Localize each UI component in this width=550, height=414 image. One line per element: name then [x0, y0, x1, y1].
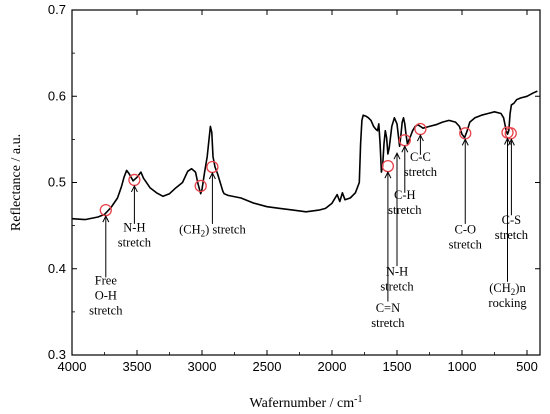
- annotation-label: (CH2) stretch: [179, 222, 246, 238]
- annotation-label: stretch: [380, 280, 414, 294]
- x-tick-label: 2500: [253, 359, 282, 374]
- peak-markers: [99, 122, 517, 217]
- annotation-label: O-H: [95, 288, 117, 302]
- annotation-label: C-O: [454, 222, 476, 236]
- peak-marker: [414, 122, 427, 136]
- annotation-label: Free: [95, 273, 118, 287]
- peak-marker: [381, 159, 395, 173]
- annotation-arrowhead: [208, 171, 216, 180]
- annotation-arrowhead: [401, 145, 409, 153]
- peak-marker: [194, 179, 207, 193]
- annotation-arrowhead: [130, 184, 138, 193]
- annotation-arrowhead: [507, 138, 515, 146]
- annotation-label: stretch: [449, 237, 483, 251]
- axes: 4000 3500 3000 2500 2000 1500 1000 500 0.3 0.4 0.5…: [9, 2, 541, 411]
- annotation-arrowhead: [393, 152, 401, 160]
- annotation-arrowhead: [461, 138, 469, 146]
- x-tick-label: 3500: [123, 359, 152, 374]
- annotation-label: stretch: [495, 228, 529, 242]
- annotation-label: C-C: [410, 150, 431, 164]
- annotation-label: stretch: [404, 165, 438, 179]
- y-tick-label: 0.4: [48, 261, 66, 276]
- x-tick-label: 500: [516, 359, 538, 374]
- annotation-arrowhead: [384, 171, 392, 179]
- x-axis-title: Wafernumber / cm-1: [250, 394, 363, 411]
- annotation-label: N-H: [123, 221, 145, 235]
- x-tick-label: 1000: [448, 359, 477, 374]
- x-tick-label: 2000: [318, 359, 347, 374]
- x-axis-title-superscript: -1: [354, 394, 362, 405]
- y-tick-label: 0.3: [48, 347, 66, 362]
- x-tick-label: 3000: [188, 359, 217, 374]
- annotation-arrowhead: [102, 215, 110, 223]
- annotation-label: stretch: [371, 316, 405, 330]
- annotation-label: stretch: [118, 236, 152, 250]
- annotation-label: N-H: [386, 265, 408, 279]
- annotation-label: stretch: [89, 303, 123, 317]
- y-tick-label: 0.6: [48, 88, 66, 103]
- y-tick-label: 0.5: [48, 175, 66, 190]
- spectrum-series: [71, 90, 538, 221]
- y-axis-title: Reflectance / a.u.: [9, 134, 24, 231]
- annotation-label: C-H: [394, 188, 416, 202]
- annotation-label: rocking: [488, 296, 527, 310]
- peak-marker: [504, 127, 517, 140]
- annotation-label: C=N: [376, 301, 400, 315]
- spectrum-line: [71, 90, 538, 221]
- x-tick-label: 1500: [383, 359, 412, 374]
- annotation-label: stretch: [388, 203, 422, 217]
- x-tick-label: 4000: [58, 359, 87, 374]
- y-tick-label: 0.7: [48, 2, 66, 17]
- annotation-label: (CH2)n: [489, 281, 526, 297]
- annotation-arrowhead: [416, 133, 424, 142]
- peak-marker: [206, 160, 219, 174]
- annotation-label: C-S: [502, 213, 522, 227]
- plot-frame: [71, 9, 541, 356]
